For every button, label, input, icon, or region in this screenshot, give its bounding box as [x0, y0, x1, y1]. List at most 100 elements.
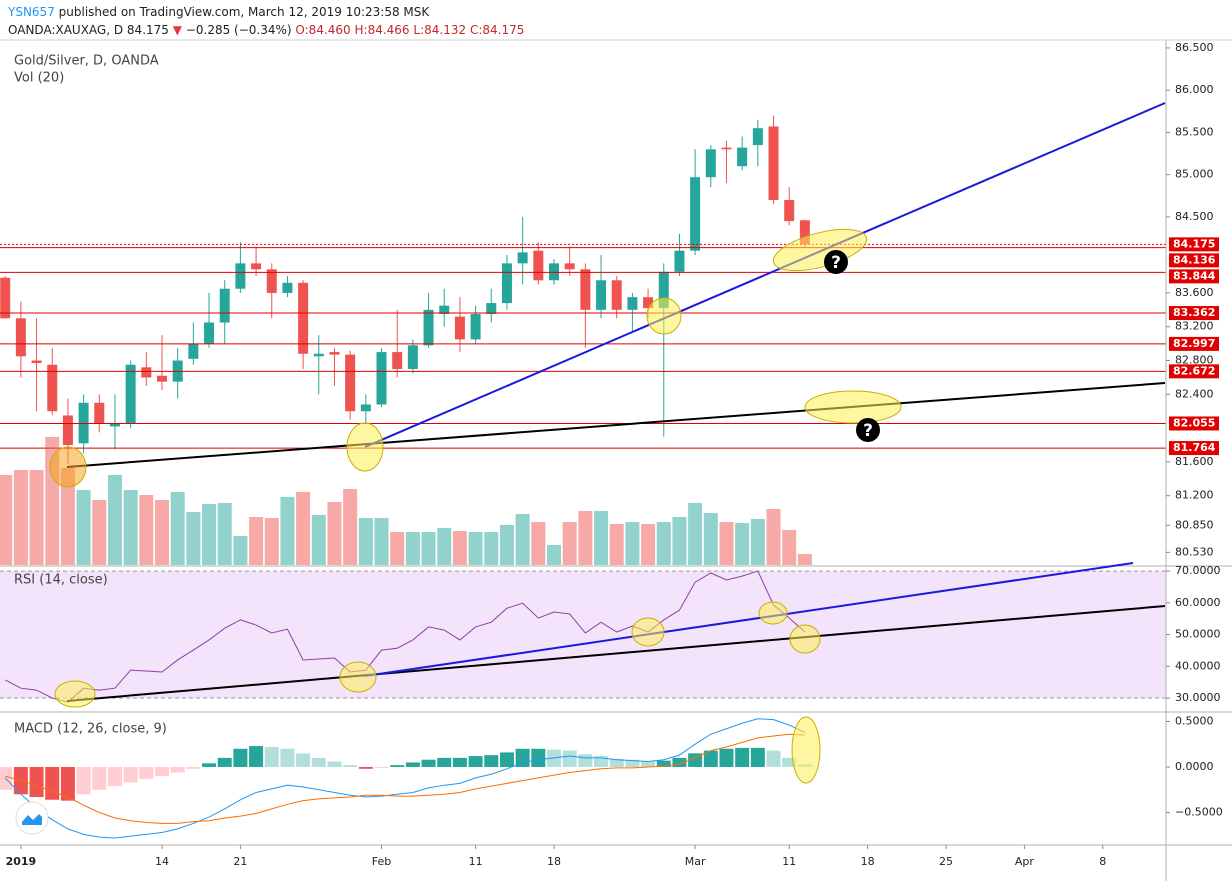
price-level-label: 81.764 [1173, 441, 1216, 454]
highlight-ellipse [804, 390, 902, 424]
volume-bar [343, 489, 358, 565]
highlight-ellipse [789, 624, 821, 654]
last-price: 84.175 [127, 23, 169, 37]
y-tick-label: 83.200 [1175, 320, 1214, 333]
volume-bar [766, 509, 781, 565]
candle-body [737, 147, 748, 167]
highlight-ellipse [346, 422, 384, 472]
x-tick-label: 11 [782, 855, 796, 868]
pane-title: Vol (20) [14, 71, 64, 86]
price-level-label: 82.672 [1173, 364, 1215, 377]
volume-bar [249, 517, 264, 565]
macd-histogram-bar [186, 766, 201, 769]
volume-bar [703, 513, 718, 565]
price-level-badge [1169, 306, 1219, 321]
macd-histogram-bar [421, 759, 436, 767]
volume-bar [296, 492, 311, 565]
volume-bar [421, 532, 436, 565]
macd-histogram-bar [625, 759, 640, 767]
x-tick-label: 11 [469, 855, 483, 868]
y-tick-label: 85.500 [1175, 125, 1214, 138]
plot-layer [0, 115, 1166, 839]
x-tick-label: 18 [547, 855, 561, 868]
rsi-trend-line [66, 605, 1166, 702]
y-tick-label: 81.600 [1175, 455, 1214, 468]
volume-bar [750, 519, 765, 565]
logo-icon [22, 814, 42, 825]
candle-body [596, 280, 607, 310]
macd-histogram-bar [750, 747, 765, 767]
macd-histogram-bar [390, 765, 405, 767]
rsi-trend-line [364, 562, 1134, 677]
volume-bar [390, 532, 405, 565]
price-level-badge [1169, 269, 1219, 284]
y-tick-label: 80.530 [1175, 545, 1214, 558]
macd-histogram-bar [594, 756, 609, 767]
volume-bar [374, 518, 389, 565]
volume-bar [29, 470, 44, 565]
candle-body [31, 360, 42, 364]
macd-histogram-bar [656, 760, 671, 767]
x-tick-label: 2019 [6, 855, 37, 868]
price-level-badge [1169, 237, 1219, 252]
rsi-band [0, 571, 1166, 699]
pane-title: Gold/Silver, D, OANDA [14, 54, 159, 69]
volume-bar [484, 532, 499, 565]
price-level-badge [1169, 364, 1219, 379]
y-tick-label: 80.850 [1175, 518, 1214, 531]
y-tick-label: −0.5000 [1175, 806, 1223, 819]
trend-line [364, 102, 1166, 448]
macd-histogram-bar [264, 746, 279, 767]
y-tick-label: 84.500 [1175, 210, 1214, 223]
price-level-badge [1169, 416, 1219, 431]
candle-body [47, 364, 58, 412]
volume-bar [202, 504, 217, 565]
candle-body [15, 318, 26, 357]
candle-body [376, 352, 387, 405]
volume-bar [405, 532, 420, 565]
volume-bar [641, 524, 656, 565]
price-level-badge [1169, 336, 1219, 351]
macd-histogram-bar [217, 757, 232, 767]
candle-body [784, 199, 795, 222]
macd-histogram-bar [123, 766, 138, 783]
y-tick-label: 85.000 [1175, 168, 1214, 181]
highlight-ellipse [339, 661, 377, 693]
volume-bar [437, 528, 452, 565]
macd-histogram-bar [735, 747, 750, 767]
author[interactable]: YSN657 [7, 5, 55, 19]
macd-histogram-bar [280, 748, 295, 767]
y-tick-label: 86.500 [1175, 41, 1214, 54]
x-tick-label: Feb [372, 855, 391, 868]
volume-bar [735, 523, 750, 565]
candle-body [392, 352, 403, 369]
candle-body [674, 250, 685, 272]
candle-body [313, 353, 324, 357]
x-tick-label: 25 [939, 855, 953, 868]
macd-histogram-bar [641, 761, 656, 767]
volume-bar [92, 500, 107, 565]
candle-body [643, 297, 654, 309]
volume-bar [76, 490, 91, 565]
macd-histogram-bar [766, 750, 781, 767]
price-level-badge [1169, 441, 1219, 456]
highlight-ellipse [631, 617, 665, 647]
macd-histogram-bar [343, 765, 358, 767]
macd-histogram-bar [233, 748, 248, 767]
question-icon [856, 418, 880, 442]
macd-histogram-bar [358, 766, 373, 769]
volume-bar [562, 522, 577, 565]
macd-histogram-bar [202, 763, 217, 767]
macd-histogram-bar [782, 757, 797, 767]
candle-body [204, 322, 215, 344]
volume-bar [217, 503, 232, 565]
price-level-label: 84.175 [1173, 237, 1215, 250]
logo[interactable] [15, 801, 49, 835]
question-mark: ? [831, 253, 841, 273]
macd-histogram-bar [452, 757, 467, 767]
candle-body [690, 177, 701, 251]
volume-bar [782, 530, 797, 565]
y-tick-label: 70.0000 [1175, 564, 1221, 577]
candle-body [0, 277, 11, 319]
